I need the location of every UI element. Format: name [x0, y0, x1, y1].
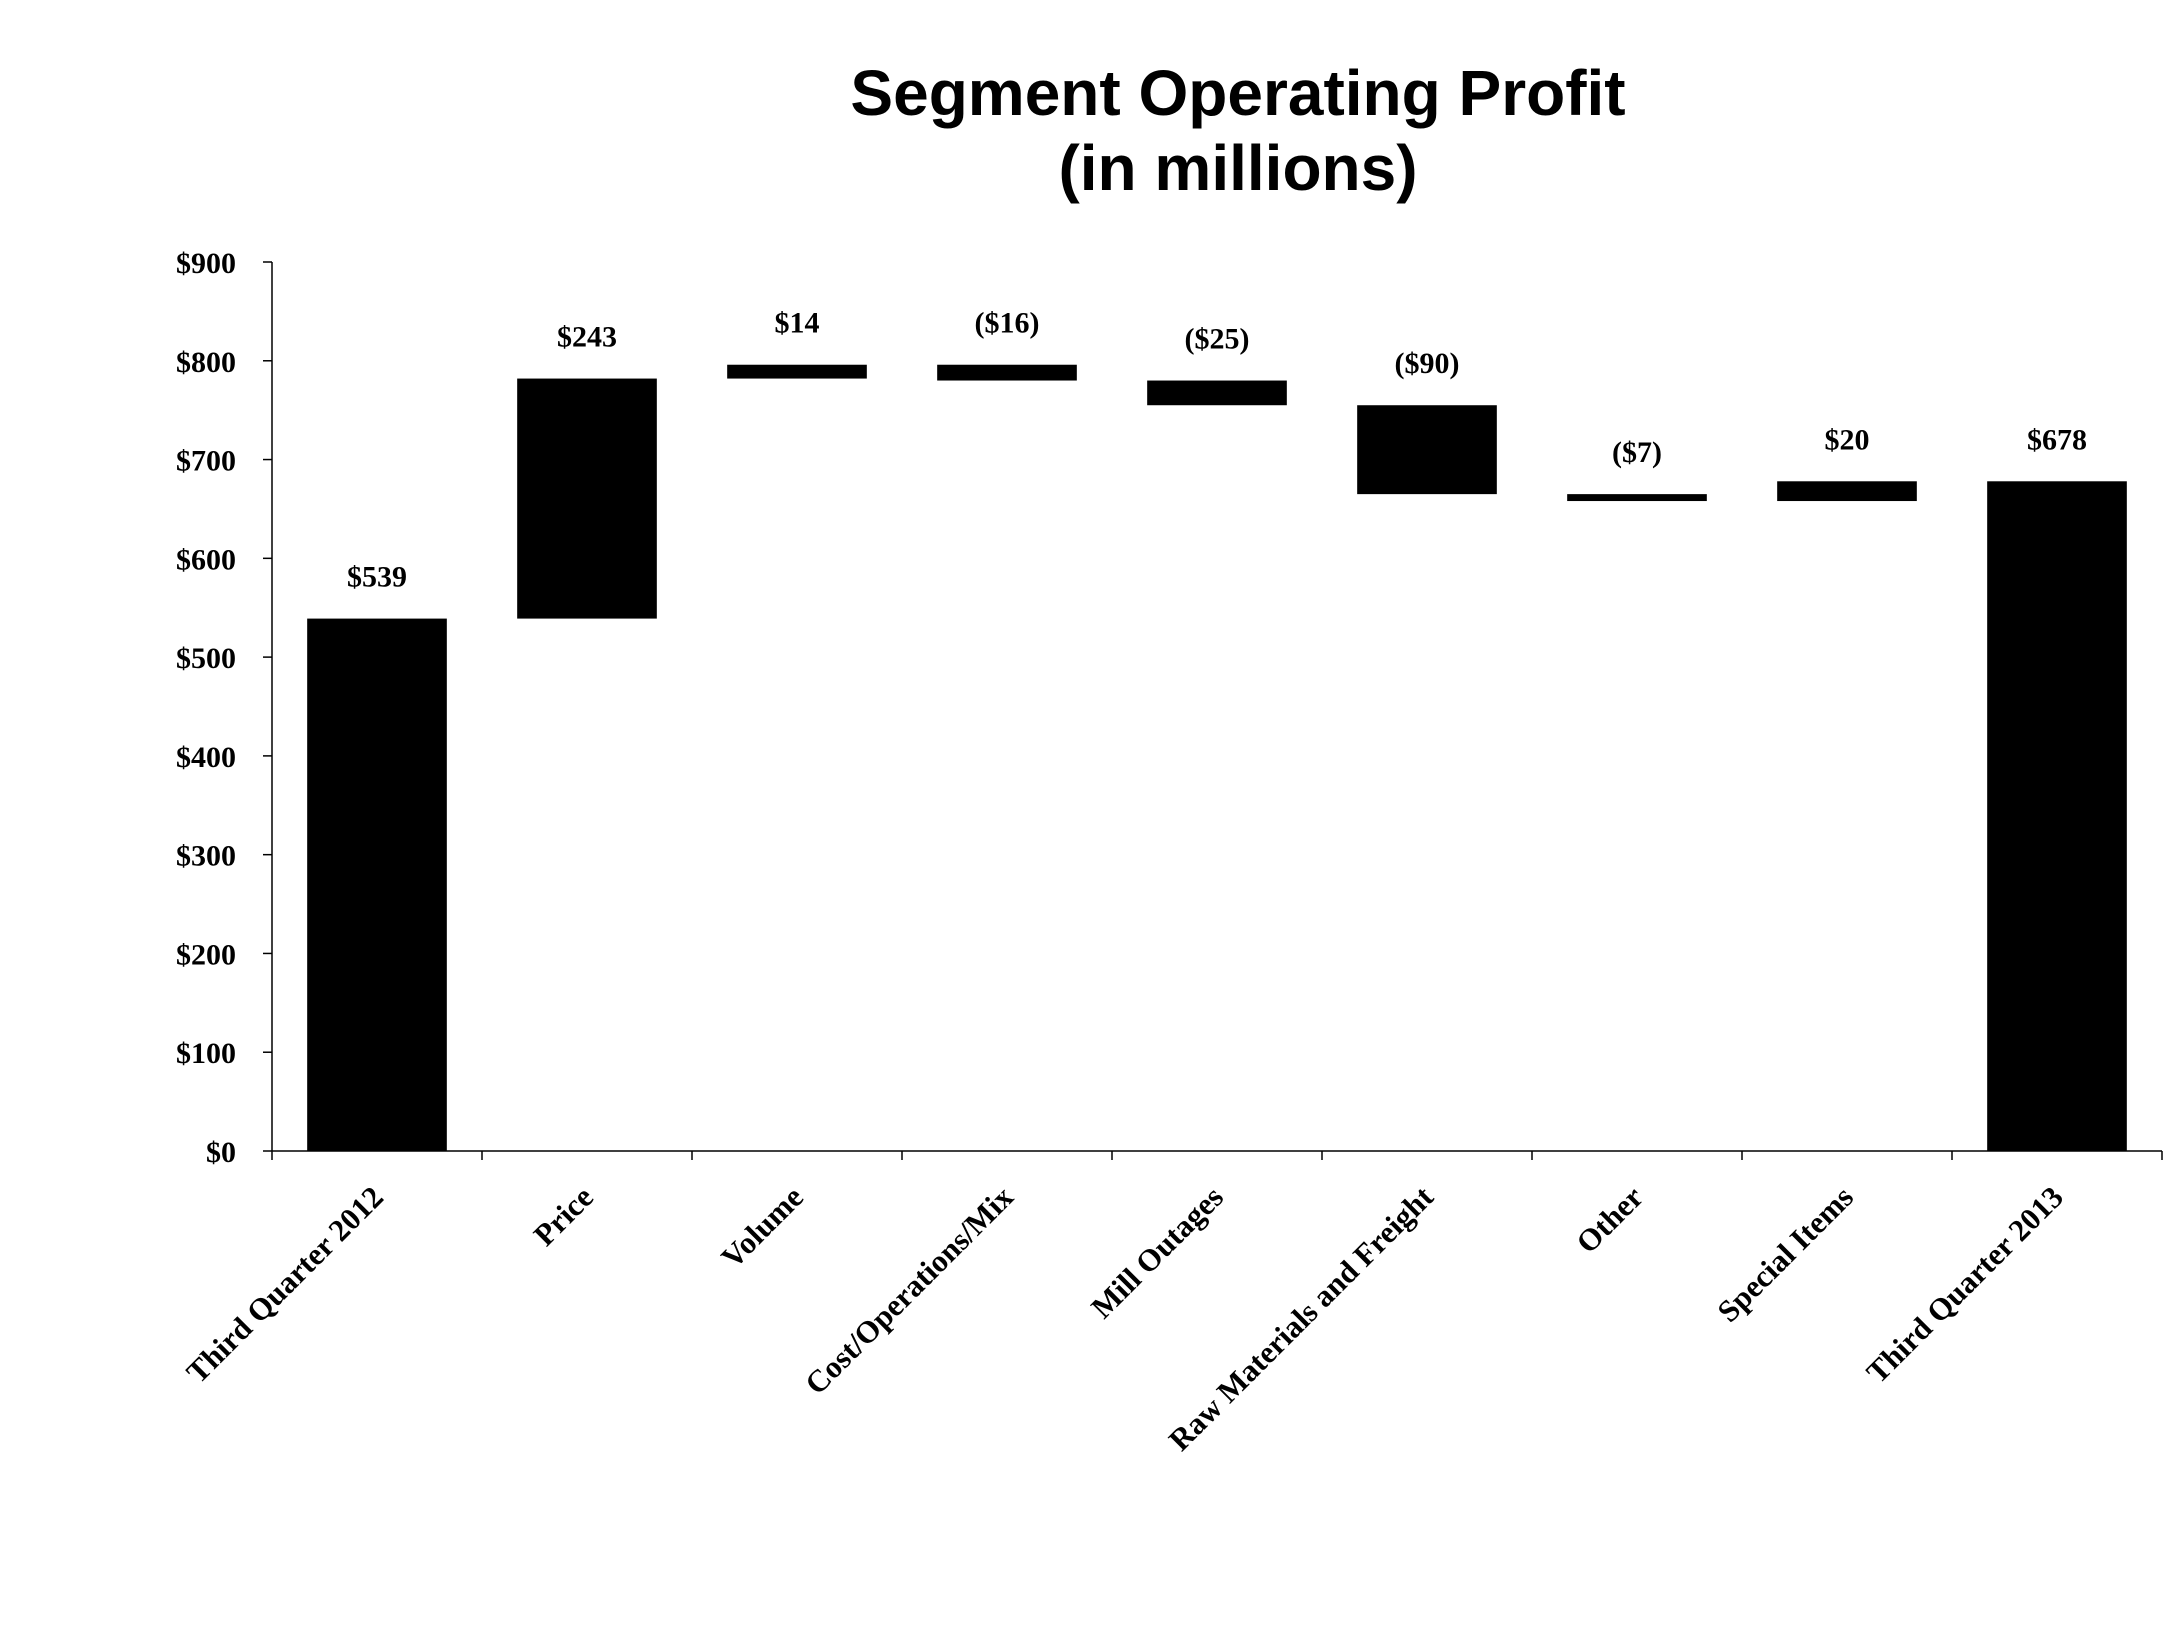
category-label: Price [527, 1179, 600, 1252]
chart-subtitle: (in millions) [1058, 132, 1417, 204]
bar [1987, 481, 2127, 1152]
data-label: ($16) [975, 307, 1040, 340]
data-label: $539 [347, 561, 407, 594]
data-label: $243 [557, 321, 617, 354]
x-axis [271, 1150, 2163, 1160]
y-tick-label: $900 [176, 247, 236, 280]
y-tick-label: $800 [176, 346, 236, 379]
chart-title: Segment Operating Profit [850, 57, 1625, 129]
category-label: Other [1569, 1179, 1650, 1260]
y-tick-label: $700 [176, 445, 236, 478]
category-label: Special Items [1710, 1179, 1860, 1329]
data-label: ($90) [1395, 347, 1460, 380]
data-label: $678 [2027, 423, 2087, 456]
y-tick-label: $200 [176, 938, 236, 971]
data-label: ($7) [1612, 436, 1662, 469]
y-tick-label: $600 [176, 543, 236, 576]
category-label: Cost/Operations/Mix [798, 1179, 1020, 1401]
category-label: Third Quarter 2012 [179, 1179, 390, 1390]
data-label: $20 [1825, 423, 1870, 456]
y-tick-label: $500 [176, 642, 236, 675]
bar [1567, 494, 1707, 502]
y-tick-label: $400 [176, 741, 236, 774]
data-label: ($25) [1185, 323, 1250, 356]
category-label: Volume [714, 1179, 810, 1275]
bar [727, 364, 867, 379]
category-labels: Third Quarter 2012 Price VolumeCost/Operat… [179, 1179, 2070, 1458]
bar [1777, 481, 1917, 502]
data-label: $14 [775, 307, 820, 340]
bar [517, 378, 657, 619]
y-tick-label: $300 [176, 840, 236, 873]
y-axis: $0 $100 $200 $300 $400 $500 $600 $700 $800 $900 [176, 247, 273, 1169]
data-labels: $539 $243 $14 ($16) ($25) ($90) ($7) $20 $678 [347, 307, 2087, 594]
y-tick-label: $100 [176, 1037, 236, 1070]
bar [307, 618, 447, 1151]
y-tick-label: $0 [206, 1136, 236, 1169]
bar [937, 364, 1077, 381]
bar [1147, 380, 1287, 406]
category-label: Mill Outages [1084, 1179, 1230, 1325]
bars [307, 364, 2127, 1152]
category-label: Third Quarter 2013 [1859, 1179, 2070, 1390]
bar [1357, 405, 1497, 495]
